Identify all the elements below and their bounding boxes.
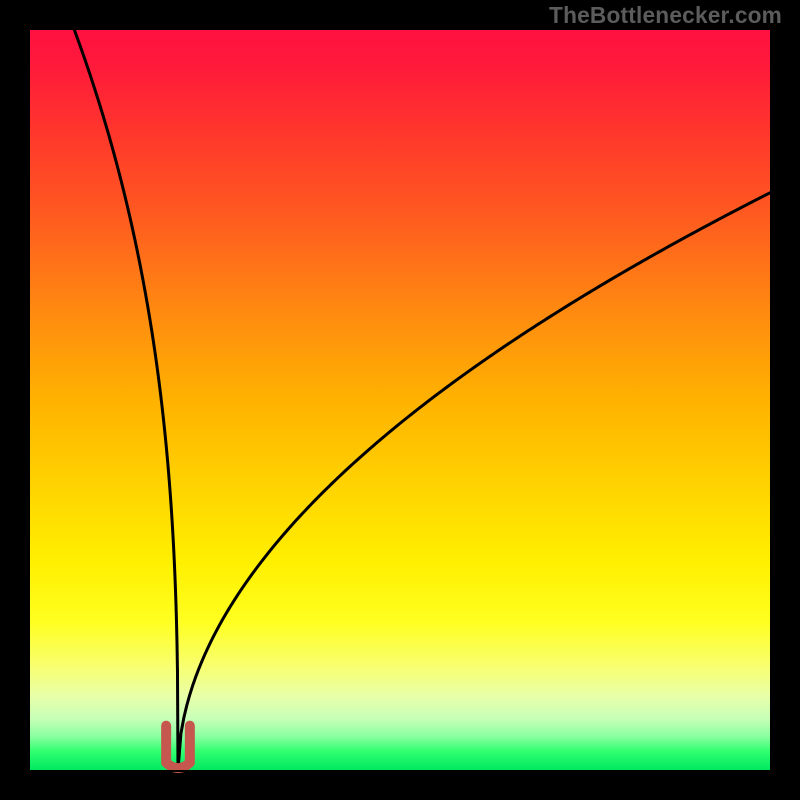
chart-background bbox=[30, 30, 770, 770]
chart-root: TheBottlenecker.com bbox=[0, 0, 800, 800]
watermark-text: TheBottlenecker.com bbox=[549, 2, 782, 29]
chart-svg bbox=[0, 0, 800, 800]
